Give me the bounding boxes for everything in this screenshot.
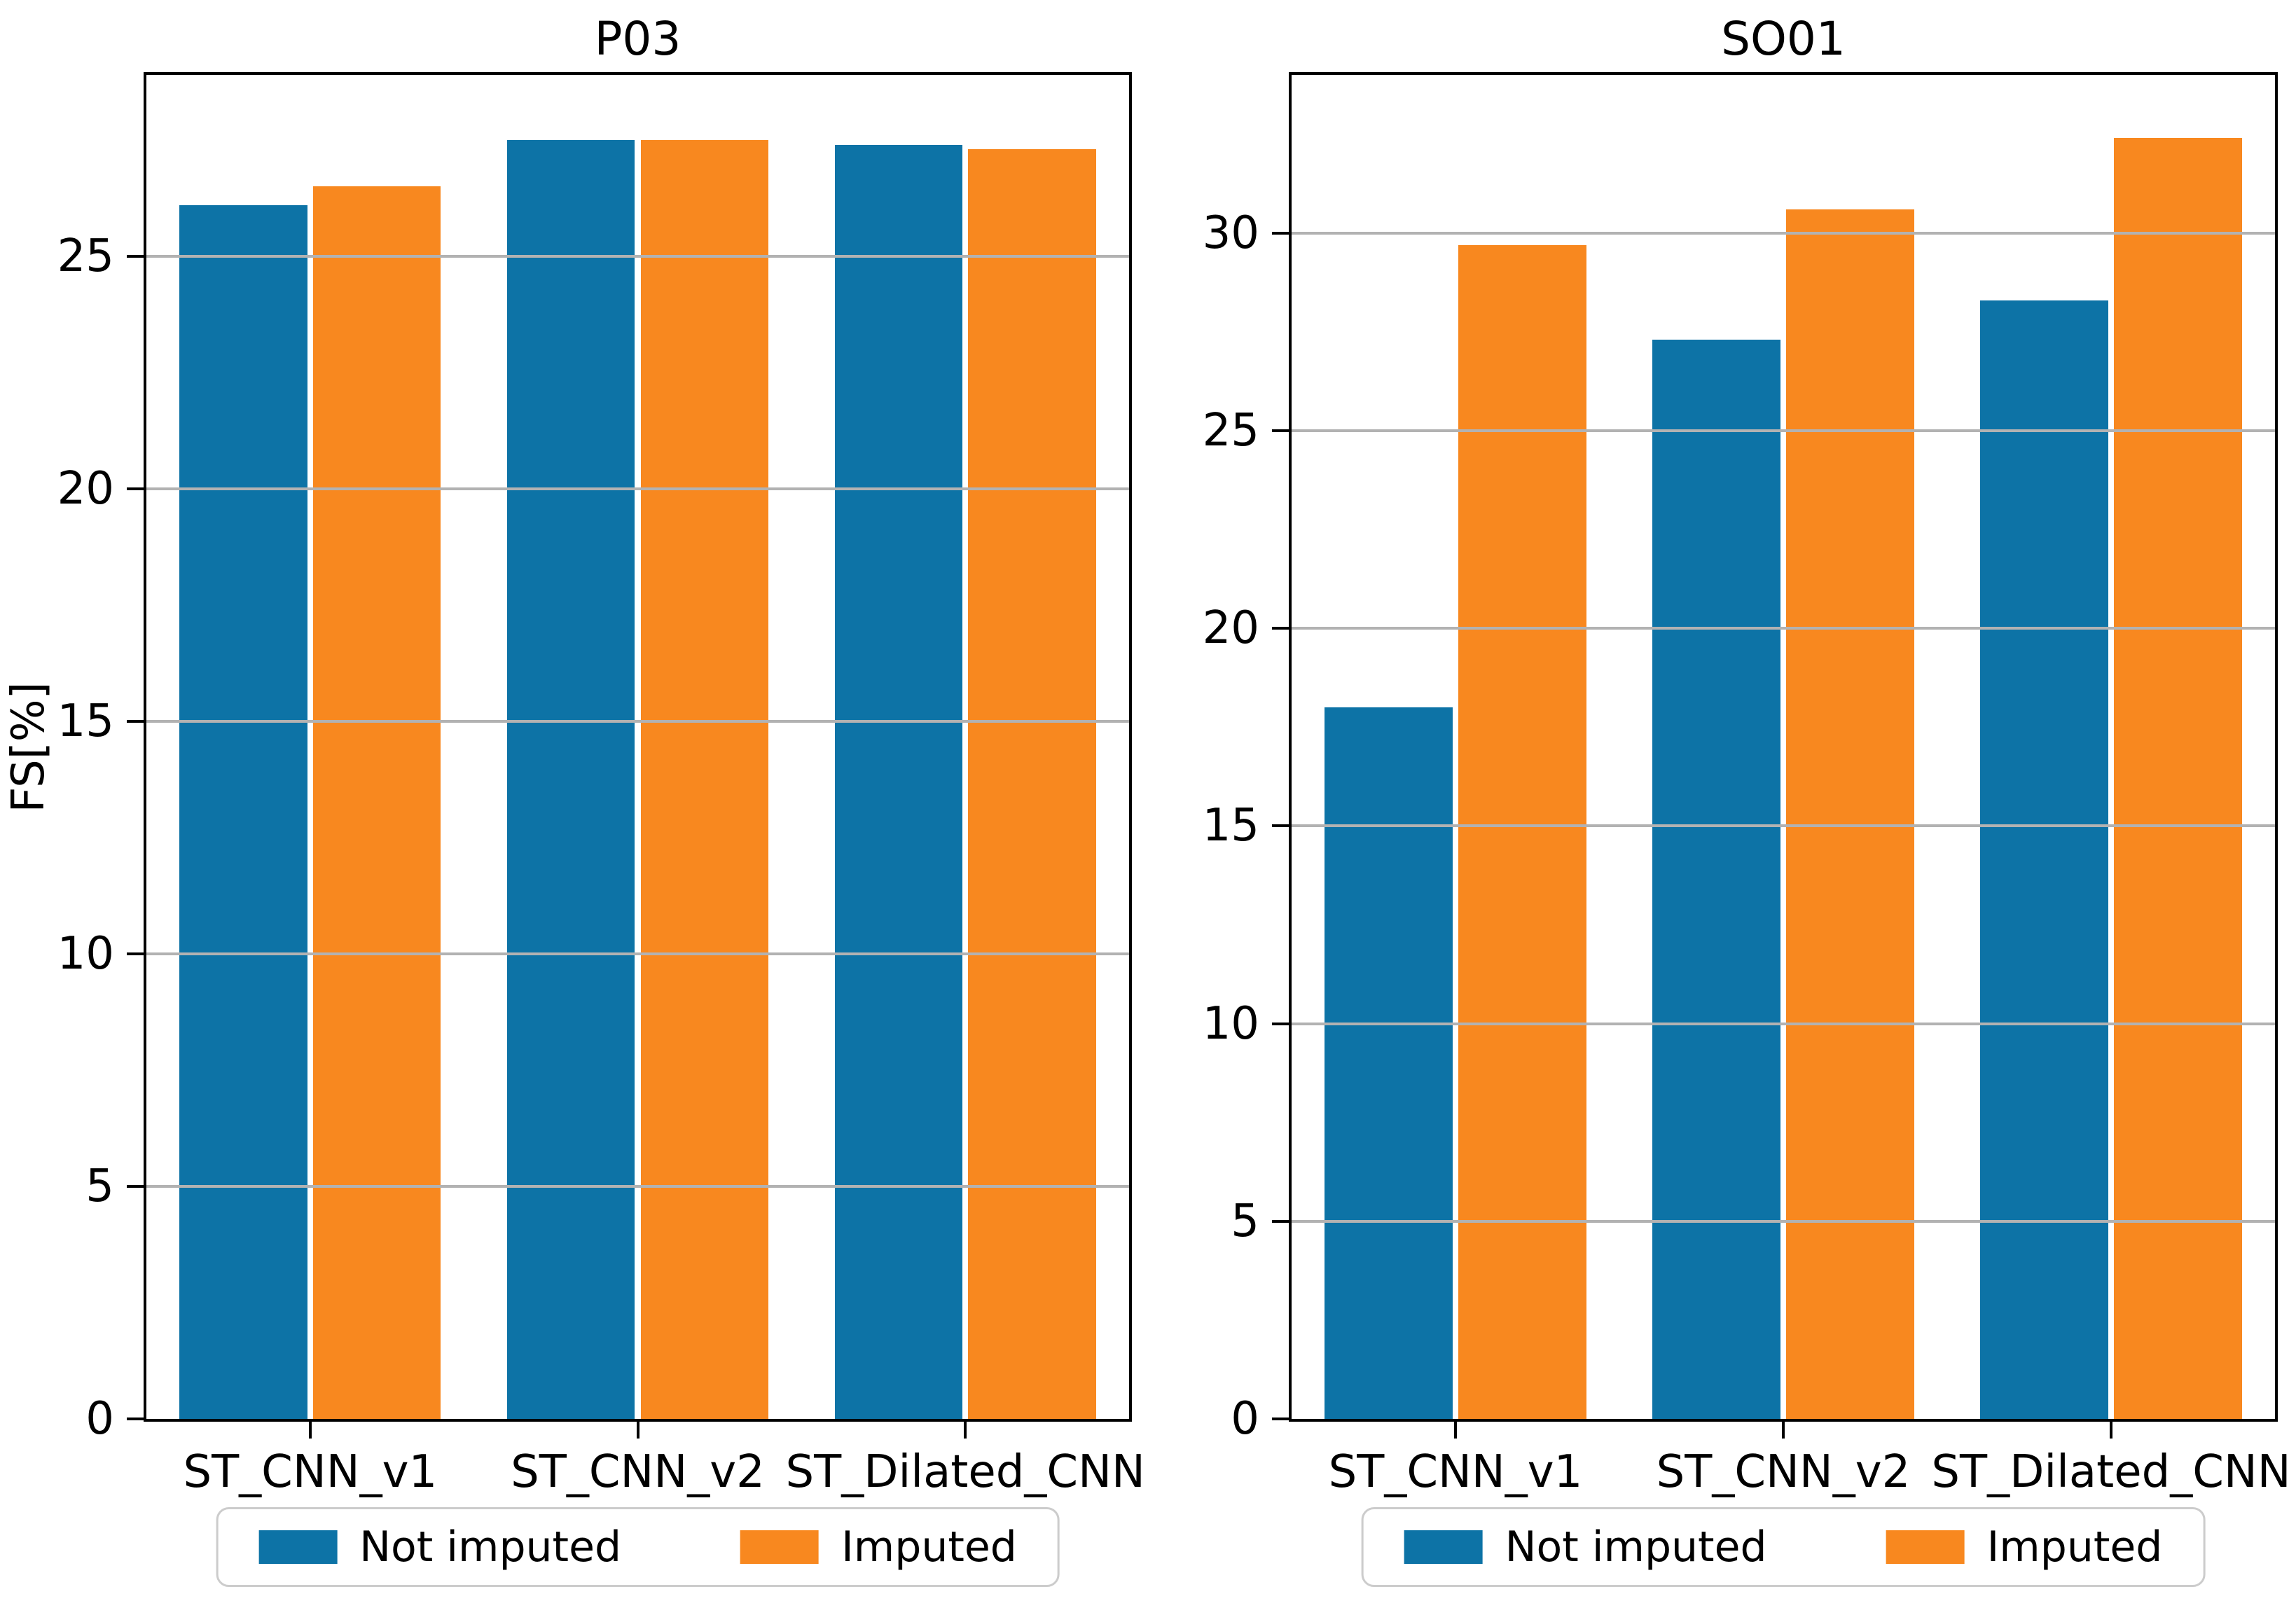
x-tick-mark-st-cnn-v1 bbox=[1454, 1419, 1457, 1439]
x-tick-label-st-dilated-cnn: ST_Dilated_CNN bbox=[1931, 1446, 2291, 1498]
y-tick-label-20: 20 bbox=[1202, 602, 1259, 655]
x-tick-mark-st-dilated-cnn bbox=[2110, 1419, 2112, 1439]
bar-imputed-st-cnn-v1 bbox=[1458, 244, 1586, 1419]
y-tick-label-15: 15 bbox=[1202, 800, 1259, 852]
legend-swatch-not-imputed bbox=[1404, 1530, 1483, 1564]
x-tick-mark-st-dilated-cnn bbox=[964, 1419, 967, 1439]
bars-layer bbox=[146, 75, 1129, 1419]
subplot-p03: 0 5 10 15 20 25 ST_CNN_v1 ST_CNN_v2 ST_Dilated_C… bbox=[3, 16, 1145, 1587]
bar-imputed-st-cnn-v2 bbox=[1786, 209, 1914, 1419]
legend: Not imputed Imputed bbox=[216, 1507, 1060, 1587]
x-tick-label-st-cnn-v2: ST_CNN_v2 bbox=[511, 1446, 765, 1498]
x-tick-label-st-cnn-v1: ST_CNN_v1 bbox=[183, 1446, 438, 1498]
bars-layer bbox=[1292, 75, 2275, 1419]
y-tick-label-0: 0 bbox=[1231, 1393, 1259, 1445]
y-tick-label-0: 0 bbox=[85, 1393, 114, 1445]
x-tick-label-st-cnn-v1: ST_CNN_v1 bbox=[1328, 1446, 1583, 1498]
bar-not-imputed-st-cnn-v1 bbox=[179, 205, 307, 1419]
y-tick-label-25: 25 bbox=[57, 230, 114, 282]
y-tick-label-30: 30 bbox=[1202, 207, 1259, 259]
y-tick-mark-5 bbox=[127, 1184, 146, 1188]
legend-label-not-imputed: Not imputed bbox=[1505, 1523, 1767, 1572]
x-tick-label-st-dilated-cnn: ST_Dilated_CNN bbox=[785, 1446, 1145, 1498]
y-axis-label: FS[%] bbox=[3, 681, 55, 813]
y-tick-label-5: 5 bbox=[85, 1160, 114, 1212]
y-tick-mark-10 bbox=[1272, 1022, 1292, 1025]
y-tick-label-10: 10 bbox=[57, 927, 114, 980]
x-tick-mark-st-cnn-v1 bbox=[308, 1419, 312, 1439]
bar-not-imputed-st-cnn-v1 bbox=[1325, 707, 1453, 1419]
subplot-so01: 0 5 10 15 20 25 30 ST_CNN_v1 ST_CNN_v2 ST_Dilated… bbox=[1203, 16, 2291, 1587]
y-tick-mark-10 bbox=[127, 952, 146, 955]
x-tick-mark-st-cnn-v2 bbox=[636, 1419, 639, 1439]
bar-not-imputed-st-dilated-cnn bbox=[834, 144, 962, 1419]
bar-imputed-st-cnn-v2 bbox=[640, 139, 769, 1419]
legend-swatch-imputed bbox=[1886, 1530, 1965, 1564]
legend-entry-not-imputed: Not imputed bbox=[258, 1526, 621, 1568]
y-tick-mark-0 bbox=[1272, 1418, 1292, 1420]
y-tick-mark-25 bbox=[127, 254, 146, 258]
x-tick-mark-st-cnn-v2 bbox=[1782, 1419, 1785, 1439]
legend-label-imputed: Imputed bbox=[1986, 1523, 2163, 1572]
legend-label-imputed: Imputed bbox=[841, 1523, 1017, 1572]
y-tick-mark-30 bbox=[1272, 231, 1292, 235]
ticks-layer: 0 5 10 15 20 25 30 ST_CNN_v1 ST_CNN_v2 ST_Dilated… bbox=[1203, 75, 2291, 1495]
y-tick-mark-25 bbox=[1272, 429, 1292, 432]
y-tick-mark-0 bbox=[127, 1418, 146, 1420]
y-tick-mark-20 bbox=[1272, 627, 1292, 630]
bar-imputed-st-dilated-cnn bbox=[968, 149, 1096, 1419]
bar-imputed-st-cnn-v1 bbox=[313, 186, 441, 1419]
legend-entry-imputed: Imputed bbox=[740, 1526, 1017, 1568]
y-tick-label-20: 20 bbox=[57, 462, 114, 515]
legend-swatch-not-imputed bbox=[258, 1530, 338, 1564]
y-tick-mark-5 bbox=[1272, 1219, 1292, 1223]
ticks-layer: 0 5 10 15 20 25 ST_CNN_v1 ST_CNN_v2 ST_Dilated_C… bbox=[57, 75, 1145, 1495]
chart-title: SO01 bbox=[1721, 12, 1846, 66]
bar-not-imputed-st-cnn-v2 bbox=[506, 139, 635, 1419]
y-tick-label-5: 5 bbox=[1231, 1195, 1259, 1247]
bar-not-imputed-st-dilated-cnn bbox=[1980, 300, 2108, 1419]
legend: Not imputed Imputed bbox=[1361, 1507, 2206, 1587]
legend-entry-imputed: Imputed bbox=[1886, 1523, 2163, 1572]
y-tick-mark-15 bbox=[127, 719, 146, 723]
bar-imputed-st-dilated-cnn bbox=[2114, 138, 2242, 1419]
legend-label-not-imputed: Not imputed bbox=[359, 1523, 622, 1572]
y-tick-label-25: 25 bbox=[1202, 404, 1259, 457]
x-tick-label-st-cnn-v2: ST_CNN_v2 bbox=[1656, 1446, 1911, 1498]
y-tick-mark-15 bbox=[1272, 824, 1292, 828]
chart-title: P03 bbox=[594, 12, 682, 66]
legend-entry-not-imputed: Not imputed bbox=[1404, 1526, 1767, 1568]
y-tick-label-15: 15 bbox=[57, 695, 114, 747]
legend-swatch-imputed bbox=[740, 1530, 819, 1564]
bar-not-imputed-st-cnn-v2 bbox=[1652, 340, 1780, 1419]
y-tick-mark-20 bbox=[127, 487, 146, 490]
y-tick-label-10: 10 bbox=[1202, 997, 1259, 1050]
